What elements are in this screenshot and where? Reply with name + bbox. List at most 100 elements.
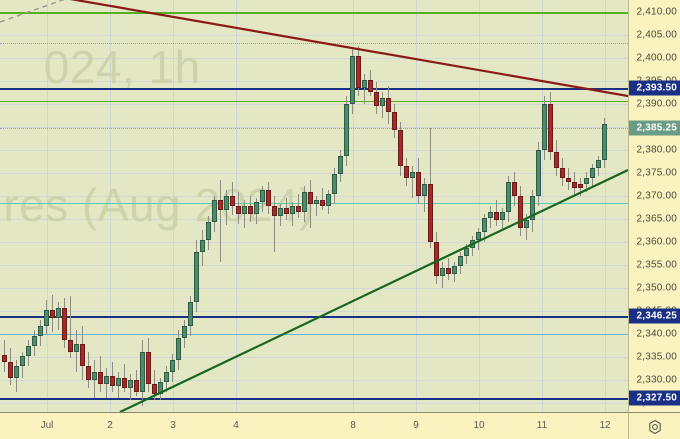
axis-corner-panel[interactable] <box>628 412 680 439</box>
candle-body[interactable] <box>32 336 37 346</box>
candle-body[interactable] <box>332 174 337 194</box>
candle-body[interactable] <box>230 196 235 206</box>
candle-body[interactable] <box>128 380 133 388</box>
candle-body[interactable] <box>20 356 25 366</box>
candle-body[interactable] <box>68 340 73 352</box>
candle-body[interactable] <box>272 206 277 216</box>
candle-body[interactable] <box>542 104 547 150</box>
gear-icon[interactable] <box>647 419 663 435</box>
candle-body[interactable] <box>80 344 85 366</box>
level-line-dotted-2385[interactable] <box>0 128 628 129</box>
candle-body[interactable] <box>98 372 103 384</box>
candle-body[interactable] <box>596 160 601 168</box>
candle-body[interactable] <box>308 192 313 204</box>
candle-body[interactable] <box>560 168 565 178</box>
level-line-blue-2393[interactable] <box>0 88 628 90</box>
candle-body[interactable] <box>512 182 517 196</box>
candle-body[interactable] <box>578 184 583 188</box>
time-axis[interactable]: Jul 2 3 4 8 9 10 11 12 <box>0 412 628 439</box>
candle-body[interactable] <box>302 192 307 212</box>
candle-body[interactable] <box>380 98 385 106</box>
candle-body[interactable] <box>494 212 499 220</box>
candle-body[interactable] <box>140 352 145 392</box>
candle-body[interactable] <box>224 196 229 210</box>
candle-body[interactable] <box>464 248 469 256</box>
candle-body[interactable] <box>572 182 577 188</box>
candle-body[interactable] <box>530 196 535 220</box>
level-line-dotted-upper[interactable] <box>0 43 628 44</box>
price-level-label[interactable]: 2,393.50 <box>629 80 680 96</box>
candle-body[interactable] <box>428 184 433 242</box>
candle-body[interactable] <box>242 206 247 214</box>
candle-body[interactable] <box>56 308 61 318</box>
candle-body[interactable] <box>416 172 421 196</box>
candle-body[interactable] <box>134 380 139 392</box>
level-line-blue-2327[interactable] <box>0 398 628 400</box>
candle-body[interactable] <box>488 212 493 218</box>
candle-body[interactable] <box>212 200 217 222</box>
candle-body[interactable] <box>164 372 169 382</box>
candle-body[interactable] <box>362 80 367 88</box>
candle-body[interactable] <box>338 156 343 174</box>
level-line-lightblue-2342[interactable] <box>0 334 628 335</box>
candle-body[interactable] <box>404 166 409 178</box>
candle-body[interactable] <box>350 56 355 104</box>
candle-body[interactable] <box>410 172 415 178</box>
candle-body[interactable] <box>92 372 97 380</box>
candle-body[interactable] <box>296 206 301 212</box>
candle-body[interactable] <box>422 184 427 196</box>
candle-body[interactable] <box>200 240 205 252</box>
candle-body[interactable] <box>176 338 181 360</box>
trend-line-ascending-support[interactable] <box>119 169 628 412</box>
candle-body[interactable] <box>368 80 373 92</box>
candle-body[interactable] <box>260 190 265 202</box>
candle-body[interactable] <box>326 194 331 206</box>
candle-body[interactable] <box>62 308 67 340</box>
candle-body[interactable] <box>266 190 271 206</box>
candle-body[interactable] <box>482 218 487 232</box>
candle-body[interactable] <box>254 202 259 214</box>
candle-body[interactable] <box>356 56 361 88</box>
candle-body[interactable] <box>182 326 187 338</box>
candle-body[interactable] <box>188 302 193 326</box>
candle-body[interactable] <box>116 378 121 386</box>
trend-line-descending-resistance[interactable] <box>30 0 628 98</box>
candle-body[interactable] <box>26 346 31 356</box>
level-line-blue-2346[interactable] <box>0 316 628 318</box>
candle-body[interactable] <box>446 268 451 274</box>
candle-body[interactable] <box>170 360 175 372</box>
level-line-green-2390[interactable] <box>0 101 628 102</box>
candle-body[interactable] <box>476 232 481 240</box>
candle-body[interactable] <box>566 178 571 182</box>
candle-body[interactable] <box>314 200 319 204</box>
price-level-label[interactable]: 2,346.25 <box>629 308 680 324</box>
candle-body[interactable] <box>8 362 13 378</box>
candle-body[interactable] <box>206 222 211 240</box>
candle-body[interactable] <box>74 344 79 352</box>
candle-body[interactable] <box>374 92 379 106</box>
chart-plot-area[interactable]: 024, 1h tures (Aug 2024) <box>0 0 628 412</box>
candle-body[interactable] <box>590 168 595 178</box>
candle-body[interactable] <box>584 178 589 184</box>
candle-body[interactable] <box>320 200 325 206</box>
price-axis[interactable]: 2,410.002,405.002,400.002,395.002,390.00… <box>628 0 680 412</box>
candle-body[interactable] <box>122 378 127 388</box>
level-line-green-upper[interactable] <box>0 12 628 14</box>
candle-body[interactable] <box>236 206 241 214</box>
candle-body[interactable] <box>344 104 349 156</box>
candle-body[interactable] <box>434 242 439 276</box>
candle-body[interactable] <box>536 150 541 196</box>
candle-body[interactable] <box>518 196 523 228</box>
candle-body[interactable] <box>38 326 43 336</box>
candle-body[interactable] <box>14 366 19 378</box>
candle-body[interactable] <box>284 208 289 214</box>
candle-body[interactable] <box>440 268 445 276</box>
candle-body[interactable] <box>398 130 403 166</box>
candle-body[interactable] <box>2 355 7 362</box>
candle-body[interactable] <box>452 266 457 274</box>
candle-body[interactable] <box>146 352 151 384</box>
candlestick-series[interactable] <box>0 0 628 412</box>
candle-body[interactable] <box>218 200 223 210</box>
candle-body[interactable] <box>392 112 397 130</box>
candle-body[interactable] <box>602 124 607 160</box>
